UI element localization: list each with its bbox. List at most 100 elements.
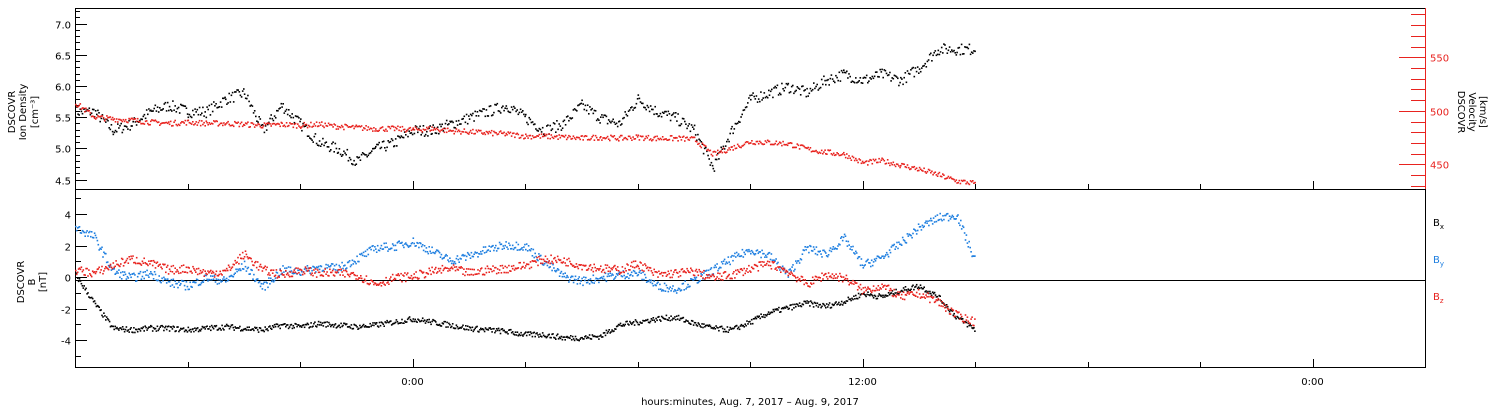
data-point <box>581 99 583 102</box>
data-point <box>666 114 668 116</box>
data-point <box>932 292 935 295</box>
data-point <box>609 270 611 273</box>
data-point <box>153 120 155 122</box>
data-point <box>255 327 257 329</box>
data-point <box>704 325 706 328</box>
data-point <box>307 135 310 137</box>
data-point <box>243 124 246 126</box>
density-tick-label: 5.0 <box>55 145 71 156</box>
data-point <box>571 137 574 140</box>
data-point <box>171 125 173 127</box>
data-point <box>958 46 961 49</box>
data-point <box>411 128 414 131</box>
data-point <box>278 274 280 277</box>
data-point <box>369 322 371 325</box>
data-point <box>803 249 805 252</box>
data-point <box>114 265 116 268</box>
data-point <box>966 181 968 183</box>
data-point <box>935 220 938 223</box>
data-point <box>632 321 635 323</box>
data-point <box>336 326 339 328</box>
data-point <box>459 326 461 329</box>
data-point <box>726 151 728 153</box>
data-point <box>357 260 359 263</box>
data-point <box>428 126 430 128</box>
data-point <box>752 143 754 145</box>
data-point <box>189 115 192 118</box>
data-point <box>247 94 249 97</box>
data-point <box>922 226 925 229</box>
data-point <box>856 159 858 162</box>
data-point <box>489 105 492 107</box>
data-point <box>549 124 551 127</box>
data-point <box>517 133 520 136</box>
data-point <box>864 77 867 79</box>
data-point <box>365 255 368 258</box>
data-point <box>549 137 551 140</box>
data-point <box>782 270 785 272</box>
data-point <box>587 337 590 339</box>
data-point <box>405 243 408 246</box>
data-point <box>823 303 825 306</box>
data-point <box>89 273 91 275</box>
data-point <box>939 51 942 53</box>
data-point <box>401 125 404 128</box>
data-point <box>715 325 717 327</box>
data-point <box>79 280 82 282</box>
data-point <box>403 131 406 133</box>
data-point <box>597 278 599 280</box>
data-point <box>110 325 113 327</box>
data-point <box>430 129 433 131</box>
data-point <box>218 106 221 108</box>
data-point <box>774 308 776 311</box>
data-point <box>649 320 652 323</box>
data-point <box>172 124 174 127</box>
data-point <box>281 273 283 275</box>
data-point <box>618 140 620 142</box>
data-point <box>951 214 954 217</box>
data-point <box>540 254 542 257</box>
data-point <box>885 251 888 254</box>
data-point <box>873 289 876 292</box>
data-point <box>90 296 93 299</box>
data-point <box>766 139 769 142</box>
data-point <box>115 130 118 133</box>
data-point <box>780 266 782 269</box>
data-point <box>133 272 135 275</box>
density-ylabel-line1: DSCOVR <box>7 91 18 134</box>
data-point <box>656 113 658 115</box>
data-point <box>414 125 417 127</box>
data-point <box>238 327 240 329</box>
data-point <box>447 326 449 328</box>
data-point <box>419 269 421 272</box>
data-point <box>123 271 126 273</box>
data-point <box>130 327 132 329</box>
data-point <box>586 281 589 284</box>
data-point <box>813 82 815 84</box>
data-point <box>455 128 458 130</box>
data-point <box>294 267 296 270</box>
data-point <box>240 269 242 272</box>
data-point <box>125 278 128 280</box>
data-point <box>203 115 205 117</box>
data-point <box>323 144 325 147</box>
data-point <box>874 158 877 161</box>
data-point <box>384 321 386 323</box>
data-point <box>729 132 731 135</box>
data-point <box>235 327 237 329</box>
data-point <box>371 245 373 248</box>
data-point <box>142 326 145 328</box>
data-point <box>634 319 637 321</box>
data-point <box>363 278 366 281</box>
data-point <box>616 138 619 140</box>
data-point <box>603 114 605 116</box>
data-point <box>870 293 872 295</box>
data-point <box>155 120 158 123</box>
data-point <box>463 128 466 130</box>
data-point <box>287 274 290 276</box>
data-point <box>339 266 341 268</box>
data-point <box>761 99 763 101</box>
data-point <box>744 141 747 144</box>
data-point <box>437 267 440 270</box>
data-point <box>75 273 78 276</box>
